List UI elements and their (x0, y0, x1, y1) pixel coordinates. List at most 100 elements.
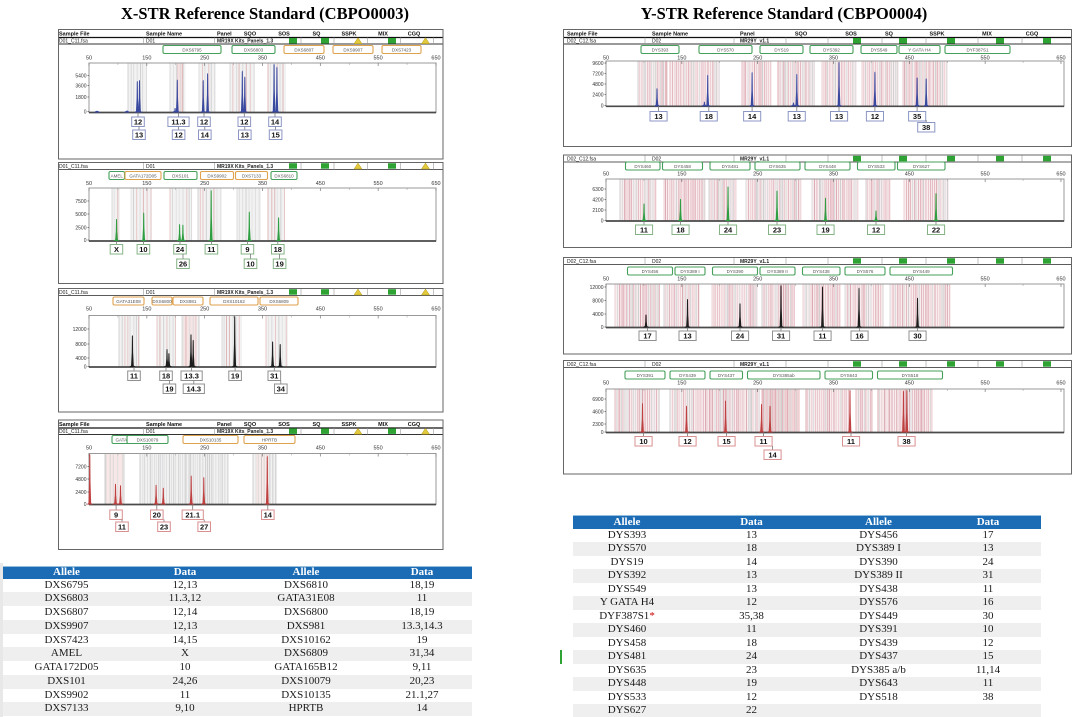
svg-text:0: 0 (84, 502, 87, 508)
svg-text:350: 350 (258, 181, 267, 187)
svg-text:DYS449: DYS449 (913, 269, 930, 274)
svg-text:450: 450 (316, 307, 325, 313)
svg-text:650: 650 (431, 56, 440, 62)
svg-text:650: 650 (431, 307, 440, 313)
svg-text:DYS392: DYS392 (823, 47, 840, 52)
svg-text:DYS635: DYS635 (769, 164, 786, 169)
svg-text:19: 19 (231, 371, 239, 380)
svg-text:4200: 4200 (592, 198, 603, 204)
svg-text:DXS6810: DXS6810 (274, 173, 294, 178)
svg-text:650: 650 (1056, 56, 1065, 62)
svg-text:12: 12 (683, 437, 691, 446)
svg-text:DXS10079: DXS10079 (137, 437, 159, 442)
svg-text:550: 550 (374, 56, 383, 62)
svg-text:2100: 2100 (592, 208, 603, 214)
svg-text:350: 350 (829, 56, 838, 62)
svg-text:350: 350 (829, 172, 838, 178)
svg-text:D02_C12.fsa: D02_C12.fsa (567, 39, 596, 45)
svg-text:350: 350 (829, 277, 838, 283)
svg-text:11: 11 (207, 245, 215, 254)
svg-text:DYS643: DYS643 (840, 373, 857, 378)
svg-text:MR29Y_v1.1: MR29Y_v1.1 (740, 156, 769, 162)
svg-text:550: 550 (981, 172, 990, 178)
svg-text:D02: D02 (652, 39, 661, 45)
svg-text:250: 250 (200, 181, 209, 187)
svg-text:12000: 12000 (73, 327, 87, 333)
svg-text:GATA172D05: GATA172D05 (129, 173, 157, 178)
svg-text:18: 18 (162, 371, 170, 380)
svg-text:7200: 7200 (75, 465, 86, 471)
svg-text:12000: 12000 (590, 285, 604, 291)
svg-text:MIX: MIX (378, 422, 388, 428)
svg-text:10: 10 (246, 259, 254, 268)
svg-text:23: 23 (160, 522, 168, 531)
svg-text:9: 9 (114, 510, 118, 519)
svg-text:DXS6800: DXS6800 (152, 299, 172, 304)
svg-text:1800: 1800 (75, 95, 86, 101)
svg-text:CGQ: CGQ (408, 32, 421, 38)
svg-text:550: 550 (981, 277, 990, 283)
svg-text:DYS448: DYS448 (819, 164, 836, 169)
svg-text:D02_C12.fsa: D02_C12.fsa (567, 156, 596, 162)
svg-text:SQ: SQ (885, 32, 894, 38)
svg-text:450: 450 (905, 172, 914, 178)
svg-text:Sample Name: Sample Name (652, 32, 688, 38)
svg-text:0: 0 (601, 430, 604, 436)
svg-text:7500: 7500 (75, 199, 86, 205)
svg-text:2400: 2400 (75, 490, 86, 496)
svg-text:14: 14 (271, 117, 280, 126)
svg-text:550: 550 (981, 56, 990, 62)
svg-text:13: 13 (654, 112, 662, 121)
svg-text:24: 24 (176, 245, 185, 254)
svg-text:250: 250 (753, 172, 762, 178)
svg-text:DYS390: DYS390 (727, 269, 744, 274)
svg-text:Panel: Panel (740, 32, 755, 38)
svg-text:D02_C12.fsa: D02_C12.fsa (567, 362, 596, 368)
svg-text:D01_C11.fsa: D01_C11.fsa (59, 39, 88, 45)
svg-text:34: 34 (277, 384, 286, 393)
svg-text:23: 23 (773, 225, 781, 234)
svg-text:SSPK: SSPK (342, 32, 357, 38)
svg-text:DXS10135: DXS10135 (200, 437, 222, 442)
svg-text:550: 550 (374, 446, 383, 452)
svg-text:150: 150 (677, 381, 686, 387)
svg-text:20: 20 (153, 510, 161, 519)
svg-text:30: 30 (913, 331, 921, 340)
svg-text:650: 650 (1056, 381, 1065, 387)
svg-text:50: 50 (603, 56, 609, 62)
svg-text:0: 0 (84, 110, 87, 116)
svg-text:150: 150 (142, 307, 151, 313)
svg-text:350: 350 (258, 446, 267, 452)
svg-text:MR29Y_v1.1: MR29Y_v1.1 (740, 259, 769, 265)
svg-text:SOS: SOS (845, 32, 857, 38)
svg-text:14: 14 (768, 450, 777, 459)
svg-text:450: 450 (316, 181, 325, 187)
svg-text:4000: 4000 (75, 356, 86, 362)
svg-text:150: 150 (142, 181, 151, 187)
svg-text:SQO: SQO (795, 32, 808, 38)
svg-text:DYS481: DYS481 (722, 164, 739, 169)
svg-text:7200: 7200 (592, 72, 603, 78)
svg-text:4800: 4800 (75, 477, 86, 483)
svg-text:650: 650 (431, 446, 440, 452)
svg-text:11: 11 (640, 225, 648, 234)
svg-text:550: 550 (374, 307, 383, 313)
svg-text:16: 16 (855, 331, 863, 340)
svg-text:0: 0 (601, 219, 604, 225)
svg-text:12: 12 (872, 225, 880, 234)
svg-text:DYS458: DYS458 (674, 164, 691, 169)
svg-text:13: 13 (135, 130, 143, 139)
svg-text:150: 150 (677, 56, 686, 62)
svg-text:38: 38 (922, 123, 930, 132)
svg-text:21.1: 21.1 (185, 510, 200, 519)
svg-text:D02: D02 (652, 362, 661, 368)
svg-text:150: 150 (142, 446, 151, 452)
svg-text:19: 19 (821, 225, 829, 234)
svg-text:D01_C11.fsa: D01_C11.fsa (59, 429, 88, 435)
svg-text:50: 50 (86, 56, 92, 62)
svg-text:15: 15 (271, 130, 279, 139)
svg-text:13: 13 (683, 331, 691, 340)
svg-text:250: 250 (753, 56, 762, 62)
svg-text:SQ: SQ (313, 422, 322, 428)
svg-text:0: 0 (84, 365, 87, 371)
